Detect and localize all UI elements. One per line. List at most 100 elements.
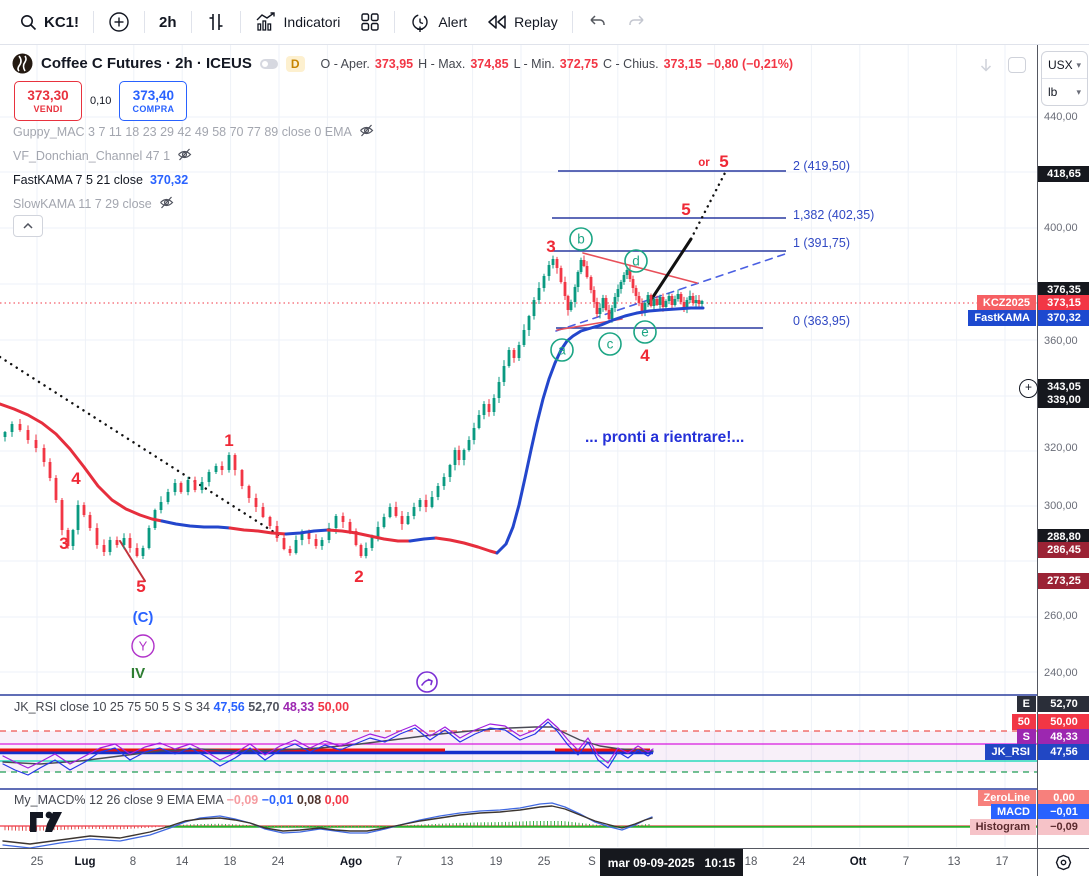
axis-badge: 273,25 xyxy=(1038,573,1089,589)
rsi-legend[interactable]: JK_RSI close 10 25 75 50 5 S S 34 47,56 … xyxy=(14,700,349,714)
svg-text:2: 2 xyxy=(354,567,363,586)
time-tick: 14 xyxy=(175,856,189,868)
time-tick: 7 xyxy=(395,856,403,868)
bar-style-icon xyxy=(209,14,223,30)
time-axis[interactable]: 25 Lug 8 14 18 24 Ago 7 13 19 25 S 18 24 Ott 7 13 17 mar 0… xyxy=(0,848,1037,876)
interval-button[interactable]: 2h xyxy=(149,5,187,39)
legend-row[interactable]: SlowKAMA 11 7 29 close xyxy=(13,192,374,216)
ohlc-value: 373,15 xyxy=(663,56,702,71)
price-tick: 300,00 xyxy=(1044,500,1078,512)
toolbar-separator xyxy=(239,11,241,33)
drawings[interactable]: 2 (419,50) 1,382 (402,35) 1 (391,75) 0 (363… xyxy=(0,159,1037,582)
fastkama-line xyxy=(495,306,705,555)
svg-text:or: or xyxy=(698,157,710,169)
toolbar-separator xyxy=(190,11,192,33)
svg-text:d: d xyxy=(632,254,640,269)
grid-layout-icon xyxy=(361,13,380,31)
time-tick: 13 xyxy=(947,856,961,868)
indicators-label: Indicatori xyxy=(283,14,341,30)
axis-badge: 47,56 xyxy=(1038,744,1089,760)
axis-badge: 288,80 xyxy=(1038,529,1089,545)
pane-legend-value: 48,33 xyxy=(282,700,318,714)
indicator-legend: Guppy_MAC 3 7 11 18 23 29 42 49 58 70 77… xyxy=(13,120,374,216)
indicators-icon xyxy=(256,12,275,31)
redo-icon xyxy=(628,15,644,25)
unit-select[interactable]: lb ▾ xyxy=(1042,78,1087,105)
symbol-search-button[interactable]: KC1! xyxy=(10,5,89,39)
chart-canvas[interactable]: 2 (419,50) 1,382 (402,35) 1 (391,75) 0 (363… xyxy=(0,45,1037,848)
chart-style-button[interactable] xyxy=(196,5,236,39)
visibility-off-icon[interactable] xyxy=(177,148,192,161)
symbol-header[interactable]: Coffee C Futures · 2h · ICEUS D O - Aper… xyxy=(12,53,793,74)
rsi-pane xyxy=(0,694,1037,790)
svg-text:e: e xyxy=(641,325,649,340)
axis-badge: 343,05 xyxy=(1038,379,1089,395)
sell-button[interactable]: 373,30 VENDI xyxy=(14,81,82,121)
currency-select[interactable]: USX ▾ xyxy=(1042,52,1087,78)
svg-text:5: 5 xyxy=(681,200,690,219)
axis-badge: 0,00 xyxy=(1038,790,1089,806)
axis-badge: 50,00 xyxy=(1038,714,1089,730)
time-tick: 25 xyxy=(537,856,551,868)
buy-button[interactable]: 373,40 COMPRA xyxy=(119,81,188,121)
visibility-off-icon[interactable] xyxy=(159,196,174,209)
axis-badge: 52,70 xyxy=(1038,696,1089,712)
undo-icon xyxy=(590,15,605,25)
pane-legend-value: 47,56 xyxy=(213,700,249,714)
svg-text:5: 5 xyxy=(719,152,728,171)
svg-text:1: 1 xyxy=(224,431,233,450)
ohlc-value: 372,75 xyxy=(559,56,599,71)
legend-row[interactable]: VF_Donchian_Channel 47 1 xyxy=(13,144,374,168)
daily-badge[interactable]: D xyxy=(285,55,305,72)
buy-label: COMPRA xyxy=(132,103,175,114)
scroll-down-icon[interactable] xyxy=(978,57,994,73)
add-alert-plus-icon[interactable]: + xyxy=(1019,379,1038,398)
redo-button[interactable] xyxy=(617,5,657,39)
axis-badge: 418,65 xyxy=(1038,166,1089,182)
chart-quick-actions xyxy=(978,57,1026,73)
time-tick: 24 xyxy=(792,856,806,868)
replay-label: Replay xyxy=(514,14,558,30)
chevron-down-icon: ▾ xyxy=(1076,86,1081,97)
pane-legend-value: 0,08 xyxy=(296,793,325,807)
symbol-label: KC1! xyxy=(44,13,80,31)
ohlc-label: O - Aper. xyxy=(320,56,370,71)
macd-legend[interactable]: My_MACD% 12 26 close 9 EMA EMA −0,09 −0,… xyxy=(14,793,349,807)
alert-button[interactable]: Alert xyxy=(399,5,477,39)
undo-button[interactable] xyxy=(577,5,617,39)
axis-badge: 370,32 xyxy=(1038,310,1089,326)
replay-button[interactable]: Replay xyxy=(477,5,568,39)
svg-text:1 (391,75): 1 (391,75) xyxy=(793,236,850,250)
layout-templates-button[interactable] xyxy=(350,5,390,39)
maximize-pane-icon[interactable] xyxy=(1008,57,1026,73)
legend-text: Guppy_MAC 3 7 11 18 23 29 42 49 58 70 77… xyxy=(13,125,352,139)
ohlc-label: H - Max. xyxy=(418,56,466,71)
time-tick: Lug xyxy=(74,856,96,868)
compare-add-button[interactable] xyxy=(98,5,140,39)
main-chart-area[interactable]: 2 (419,50) 1,382 (402,35) 1 (391,75) 0 (363… xyxy=(0,45,1037,848)
axis-badge: 376,35 xyxy=(1038,282,1089,298)
plus-circle-icon xyxy=(109,12,129,32)
publish-toggle[interactable] xyxy=(259,58,278,69)
time-axis-settings[interactable] xyxy=(1037,848,1089,876)
time-tick: 13 xyxy=(440,856,454,868)
axis-badge: 286,45 xyxy=(1038,542,1089,558)
annotations[interactable]: 4 3 5 1 2 3 5 5 4 or b d a c e (C) IV Y ... pronti a rient… xyxy=(59,152,744,693)
svg-text:1,382 (402,35): 1,382 (402,35) xyxy=(793,208,874,222)
legend-collapse-button[interactable] xyxy=(13,215,43,237)
legend-row[interactable]: Guppy_MAC 3 7 11 18 23 29 42 49 58 70 77… xyxy=(13,120,374,144)
toolbar-separator xyxy=(93,11,95,33)
price-tick: 440,00 xyxy=(1044,111,1078,123)
svg-text:Y: Y xyxy=(139,639,148,654)
pane-legend-value: −0,09 xyxy=(226,793,262,807)
visibility-off-icon[interactable] xyxy=(359,124,374,137)
indicators-button[interactable]: Indicatori xyxy=(245,5,351,39)
svg-text:IV: IV xyxy=(131,665,145,682)
axis-badge: 48,33 xyxy=(1038,729,1089,745)
price-tick: 320,00 xyxy=(1044,442,1078,454)
legend-row[interactable]: FastKAMA 7 5 21 close 370,32 xyxy=(13,168,374,192)
axis-badge-tag: KCZ2025 xyxy=(976,295,1036,311)
svg-text:c: c xyxy=(607,337,614,352)
price-axis[interactable]: USX ▾ lb ▾ 440,00 400,00 360,00 320,00 300,0… xyxy=(968,45,1089,848)
